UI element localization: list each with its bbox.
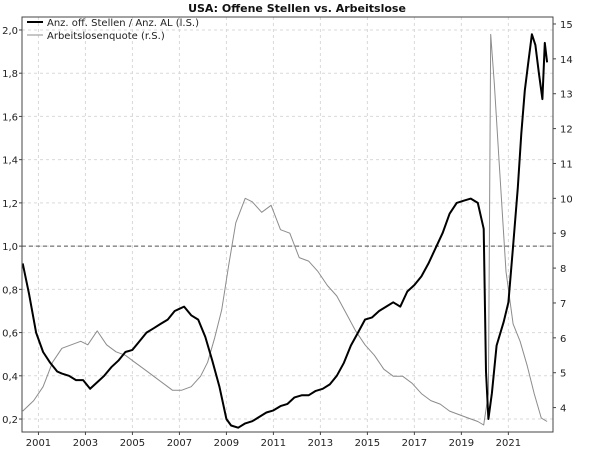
plot-frame [21, 16, 554, 433]
tick-label-y-right-3: 7 [560, 299, 566, 310]
tick-label-x-10: 2021 [496, 438, 521, 449]
series-offene-stellen-ratio [21, 33, 549, 429]
tick-label-y-right-4: 8 [560, 264, 566, 275]
legend-label-offene-stellen: Anz. off. Stellen / Anz. AL (l.S.) [47, 18, 199, 29]
tick-label-y-right-1: 5 [560, 369, 566, 380]
tick-label-y-right-11: 15 [560, 20, 573, 31]
ticks-layer: 0,2 0,4 0,6 0,8 1,0 1,2 1,4 1,6 1,8 2,0 4 5 6 7 8 9 10 11… [2, 20, 573, 449]
tick-label-x-4: 2009 [214, 438, 239, 449]
tick-label-x-0: 2001 [26, 438, 51, 449]
tick-label-x-5: 2011 [261, 438, 286, 449]
tick-label-y-right-9: 13 [560, 90, 573, 101]
tick-label-y-right-10: 14 [560, 55, 573, 66]
tick-label-y-left-6: 1,4 [2, 156, 18, 167]
chart-title: USA: Offene Stellen vs. Arbeitslose [188, 2, 406, 15]
tick-label-y-left-3: 0,8 [2, 285, 18, 296]
tick-label-x-3: 2007 [167, 438, 192, 449]
tick-label-y-left-2: 0,6 [2, 329, 18, 340]
tick-label-x-6: 2013 [308, 438, 333, 449]
tick-label-y-right-5: 9 [560, 229, 566, 240]
tick-label-y-right-8: 12 [560, 125, 573, 136]
tick-label-x-7: 2015 [355, 438, 380, 449]
tick-label-y-left-7: 1,6 [2, 112, 18, 123]
tick-label-x-9: 2019 [449, 438, 474, 449]
tick-label-y-left-0: 0,2 [2, 415, 18, 426]
tick-label-y-right-6: 10 [560, 194, 573, 205]
legend: Anz. off. Stellen / Anz. AL (l.S.) Arbei… [27, 18, 199, 42]
tick-label-y-left-9: 2,0 [2, 26, 18, 37]
tick-label-y-right-0: 4 [560, 404, 566, 415]
tick-label-y-right-7: 11 [560, 159, 573, 170]
grid-layer [22, 17, 553, 432]
legend-label-arbeitslosenquote: Arbeitslosenquote (r.S.) [47, 31, 165, 42]
tick-label-y-left-1: 0,4 [2, 372, 18, 383]
tick-label-x-1: 2003 [73, 438, 98, 449]
tick-label-y-left-5: 1,2 [2, 199, 18, 210]
tick-label-x-2: 2005 [120, 438, 145, 449]
tick-label-y-left-8: 1,8 [2, 69, 18, 80]
tick-label-y-right-2: 6 [560, 334, 566, 345]
tick-label-y-left-4: 1,0 [2, 242, 18, 253]
tick-label-x-8: 2017 [402, 438, 427, 449]
